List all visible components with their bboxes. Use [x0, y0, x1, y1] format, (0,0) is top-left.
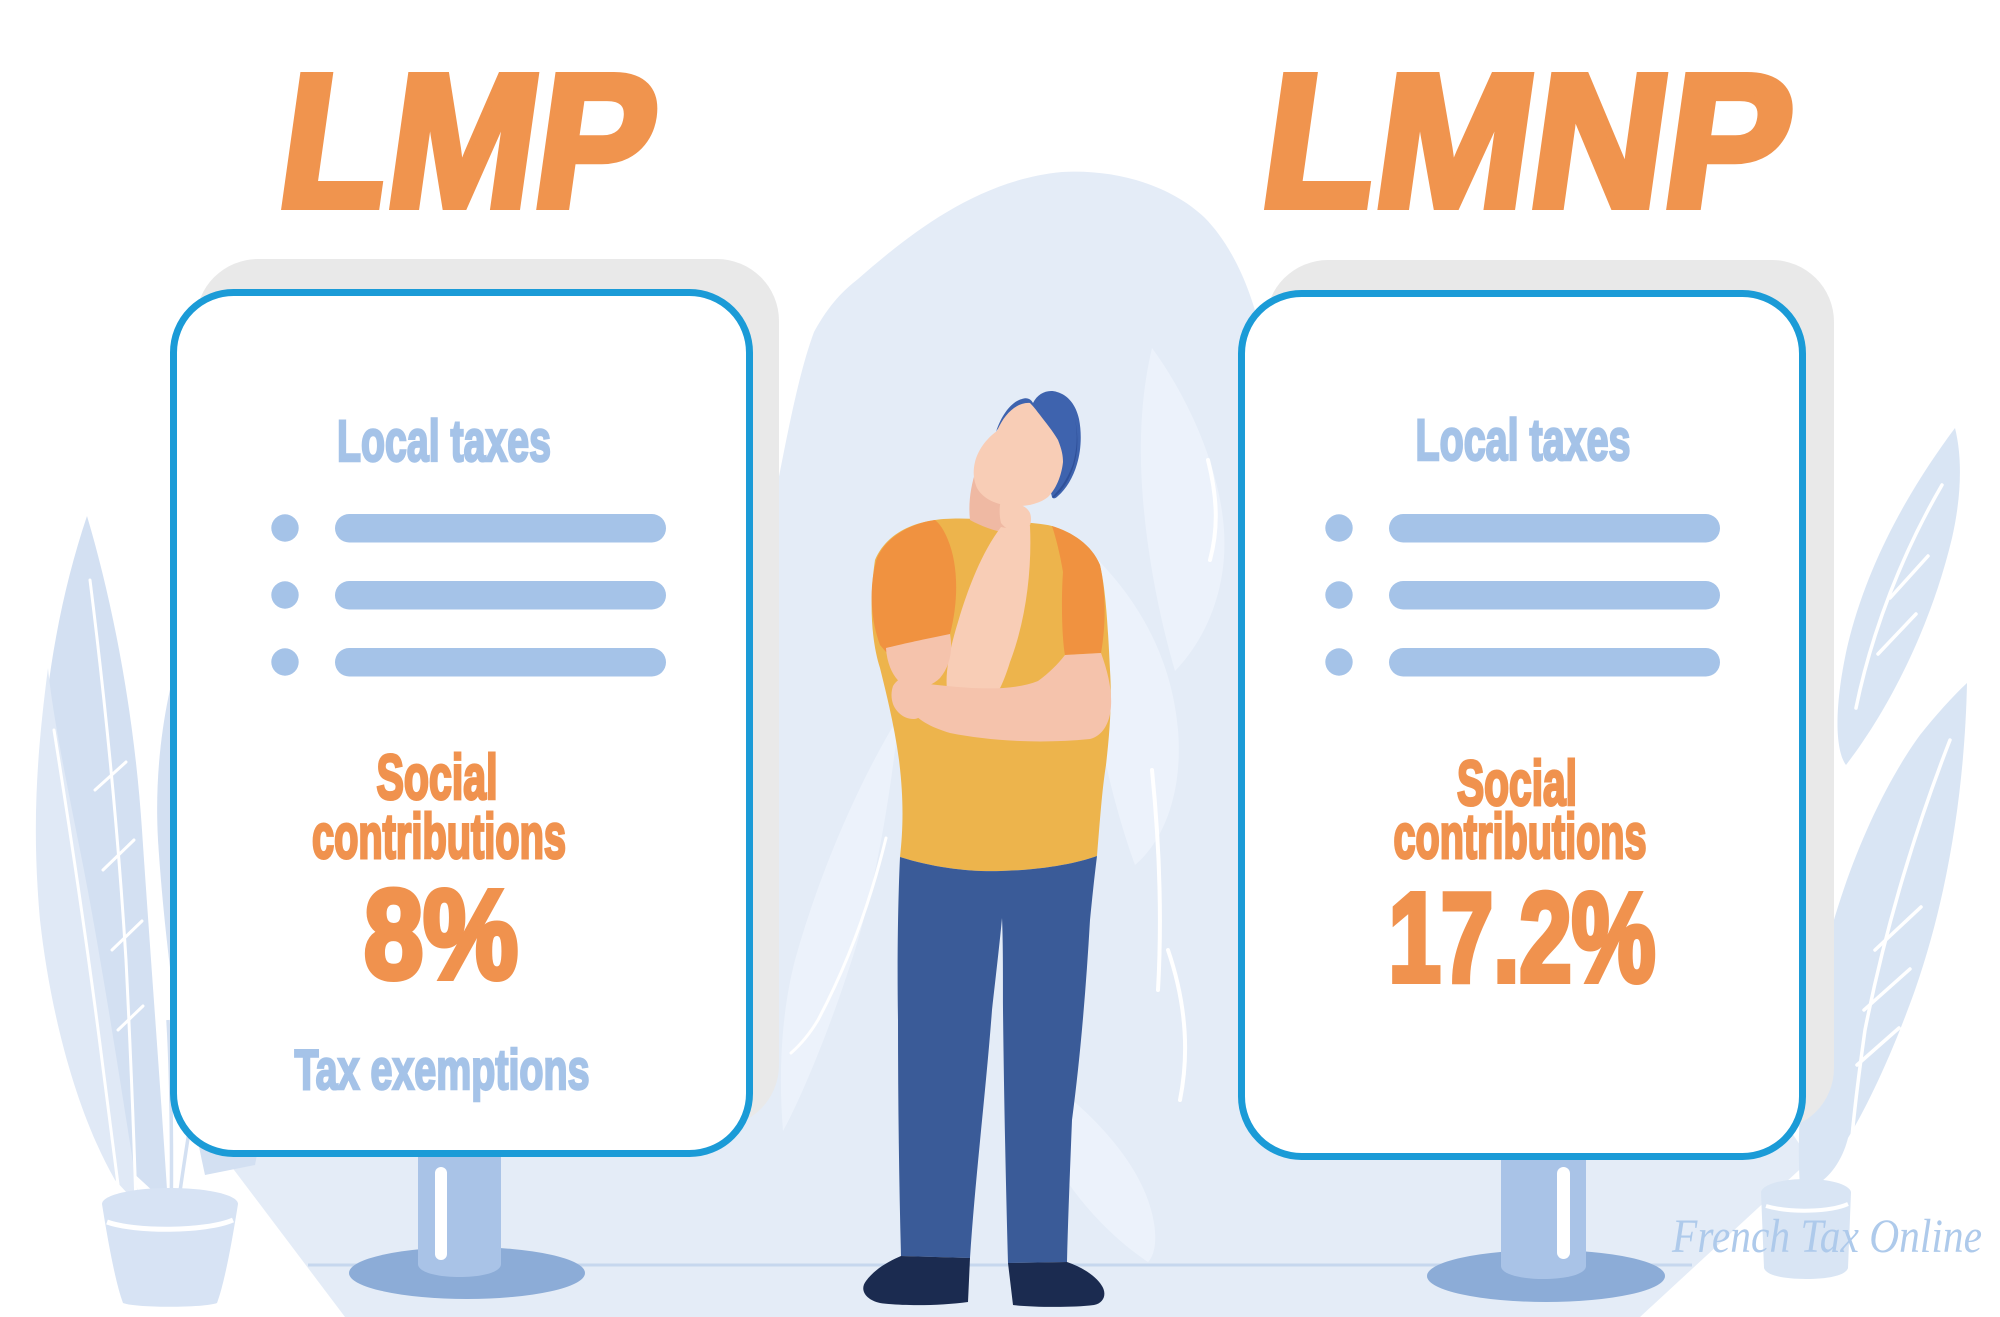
svg-text:17.2%: 17.2%	[1389, 867, 1656, 1008]
svg-text:Social: Social	[1457, 749, 1577, 819]
svg-text:contributions: contributions	[1394, 802, 1647, 872]
svg-text:contributions: contributions	[312, 802, 566, 872]
svg-text:LMP: LMP	[268, 36, 671, 247]
svg-text:Social: Social	[377, 743, 498, 813]
svg-text:LMNP: LMNP	[1250, 36, 1806, 247]
svg-text:Local taxes: Local taxes	[1416, 408, 1631, 473]
svg-text:Tax exemptions: Tax exemptions	[295, 1038, 590, 1102]
svg-text:French Tax Online: French Tax Online	[1671, 1210, 1982, 1263]
svg-text:Local taxes: Local taxes	[337, 409, 551, 474]
svg-text:8%: 8%	[364, 864, 518, 1005]
